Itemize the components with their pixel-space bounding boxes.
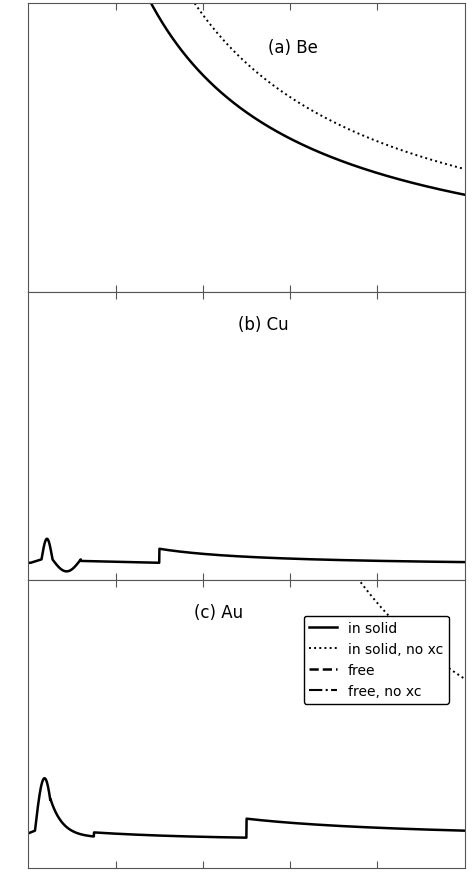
Text: (a) Be: (a) Be [268,39,318,57]
Legend: in solid, in solid, no xc, free, free, no xc: in solid, in solid, no xc, free, free, n… [304,616,449,704]
Text: (b) Cu: (b) Cu [238,316,288,333]
Text: (c) Au: (c) Au [194,603,243,621]
